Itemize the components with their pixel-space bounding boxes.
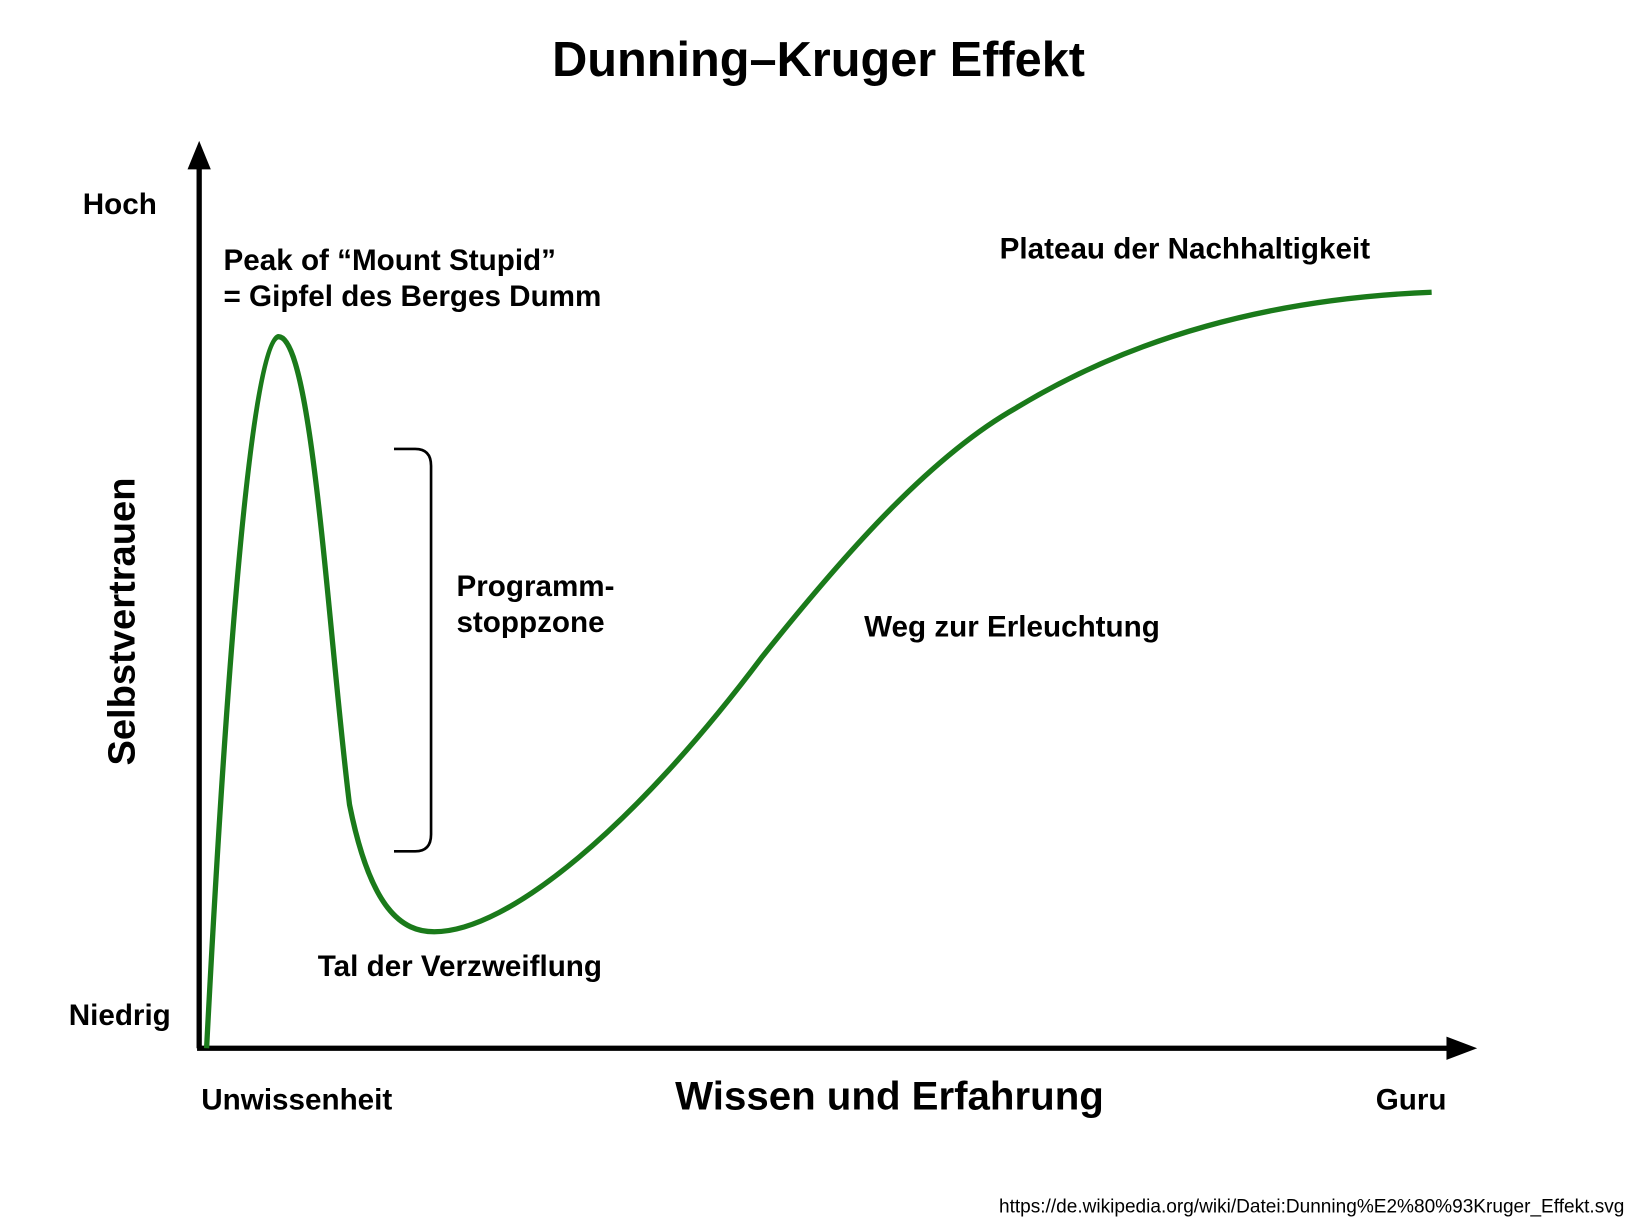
x-high-label: Guru xyxy=(1376,1084,1447,1117)
y-axis-label: Selbstvertrauen xyxy=(102,477,144,765)
confidence-curve xyxy=(203,289,1432,1049)
y-high-label: Hoch xyxy=(83,188,157,221)
title: Dunning–Kruger Effekt xyxy=(552,33,1085,87)
x-arrow xyxy=(1446,1036,1478,1060)
x-low-label: Unwissenheit xyxy=(201,1084,392,1117)
annotation: stoppzone xyxy=(456,606,604,639)
source: https://de.wikipedia.org/wiki/Datei:Dunn… xyxy=(999,1196,1624,1217)
annotation: Tal der Verzweiflung xyxy=(318,950,602,983)
annotation: Peak of “Mount Stupid” xyxy=(224,244,556,277)
y-low-label: Niedrig xyxy=(69,999,171,1032)
annotation: Weg zur Erleuchtung xyxy=(864,610,1160,643)
x-axis-label: Wissen und Erfahrung xyxy=(675,1074,1104,1119)
y-arrow xyxy=(187,140,211,170)
bracket xyxy=(393,447,433,853)
annotation: = Gipfel des Berges Dumm xyxy=(224,280,602,313)
annotation: Plateau der Nachhaltigkeit xyxy=(1000,232,1371,265)
annotation: Programm- xyxy=(456,570,614,603)
